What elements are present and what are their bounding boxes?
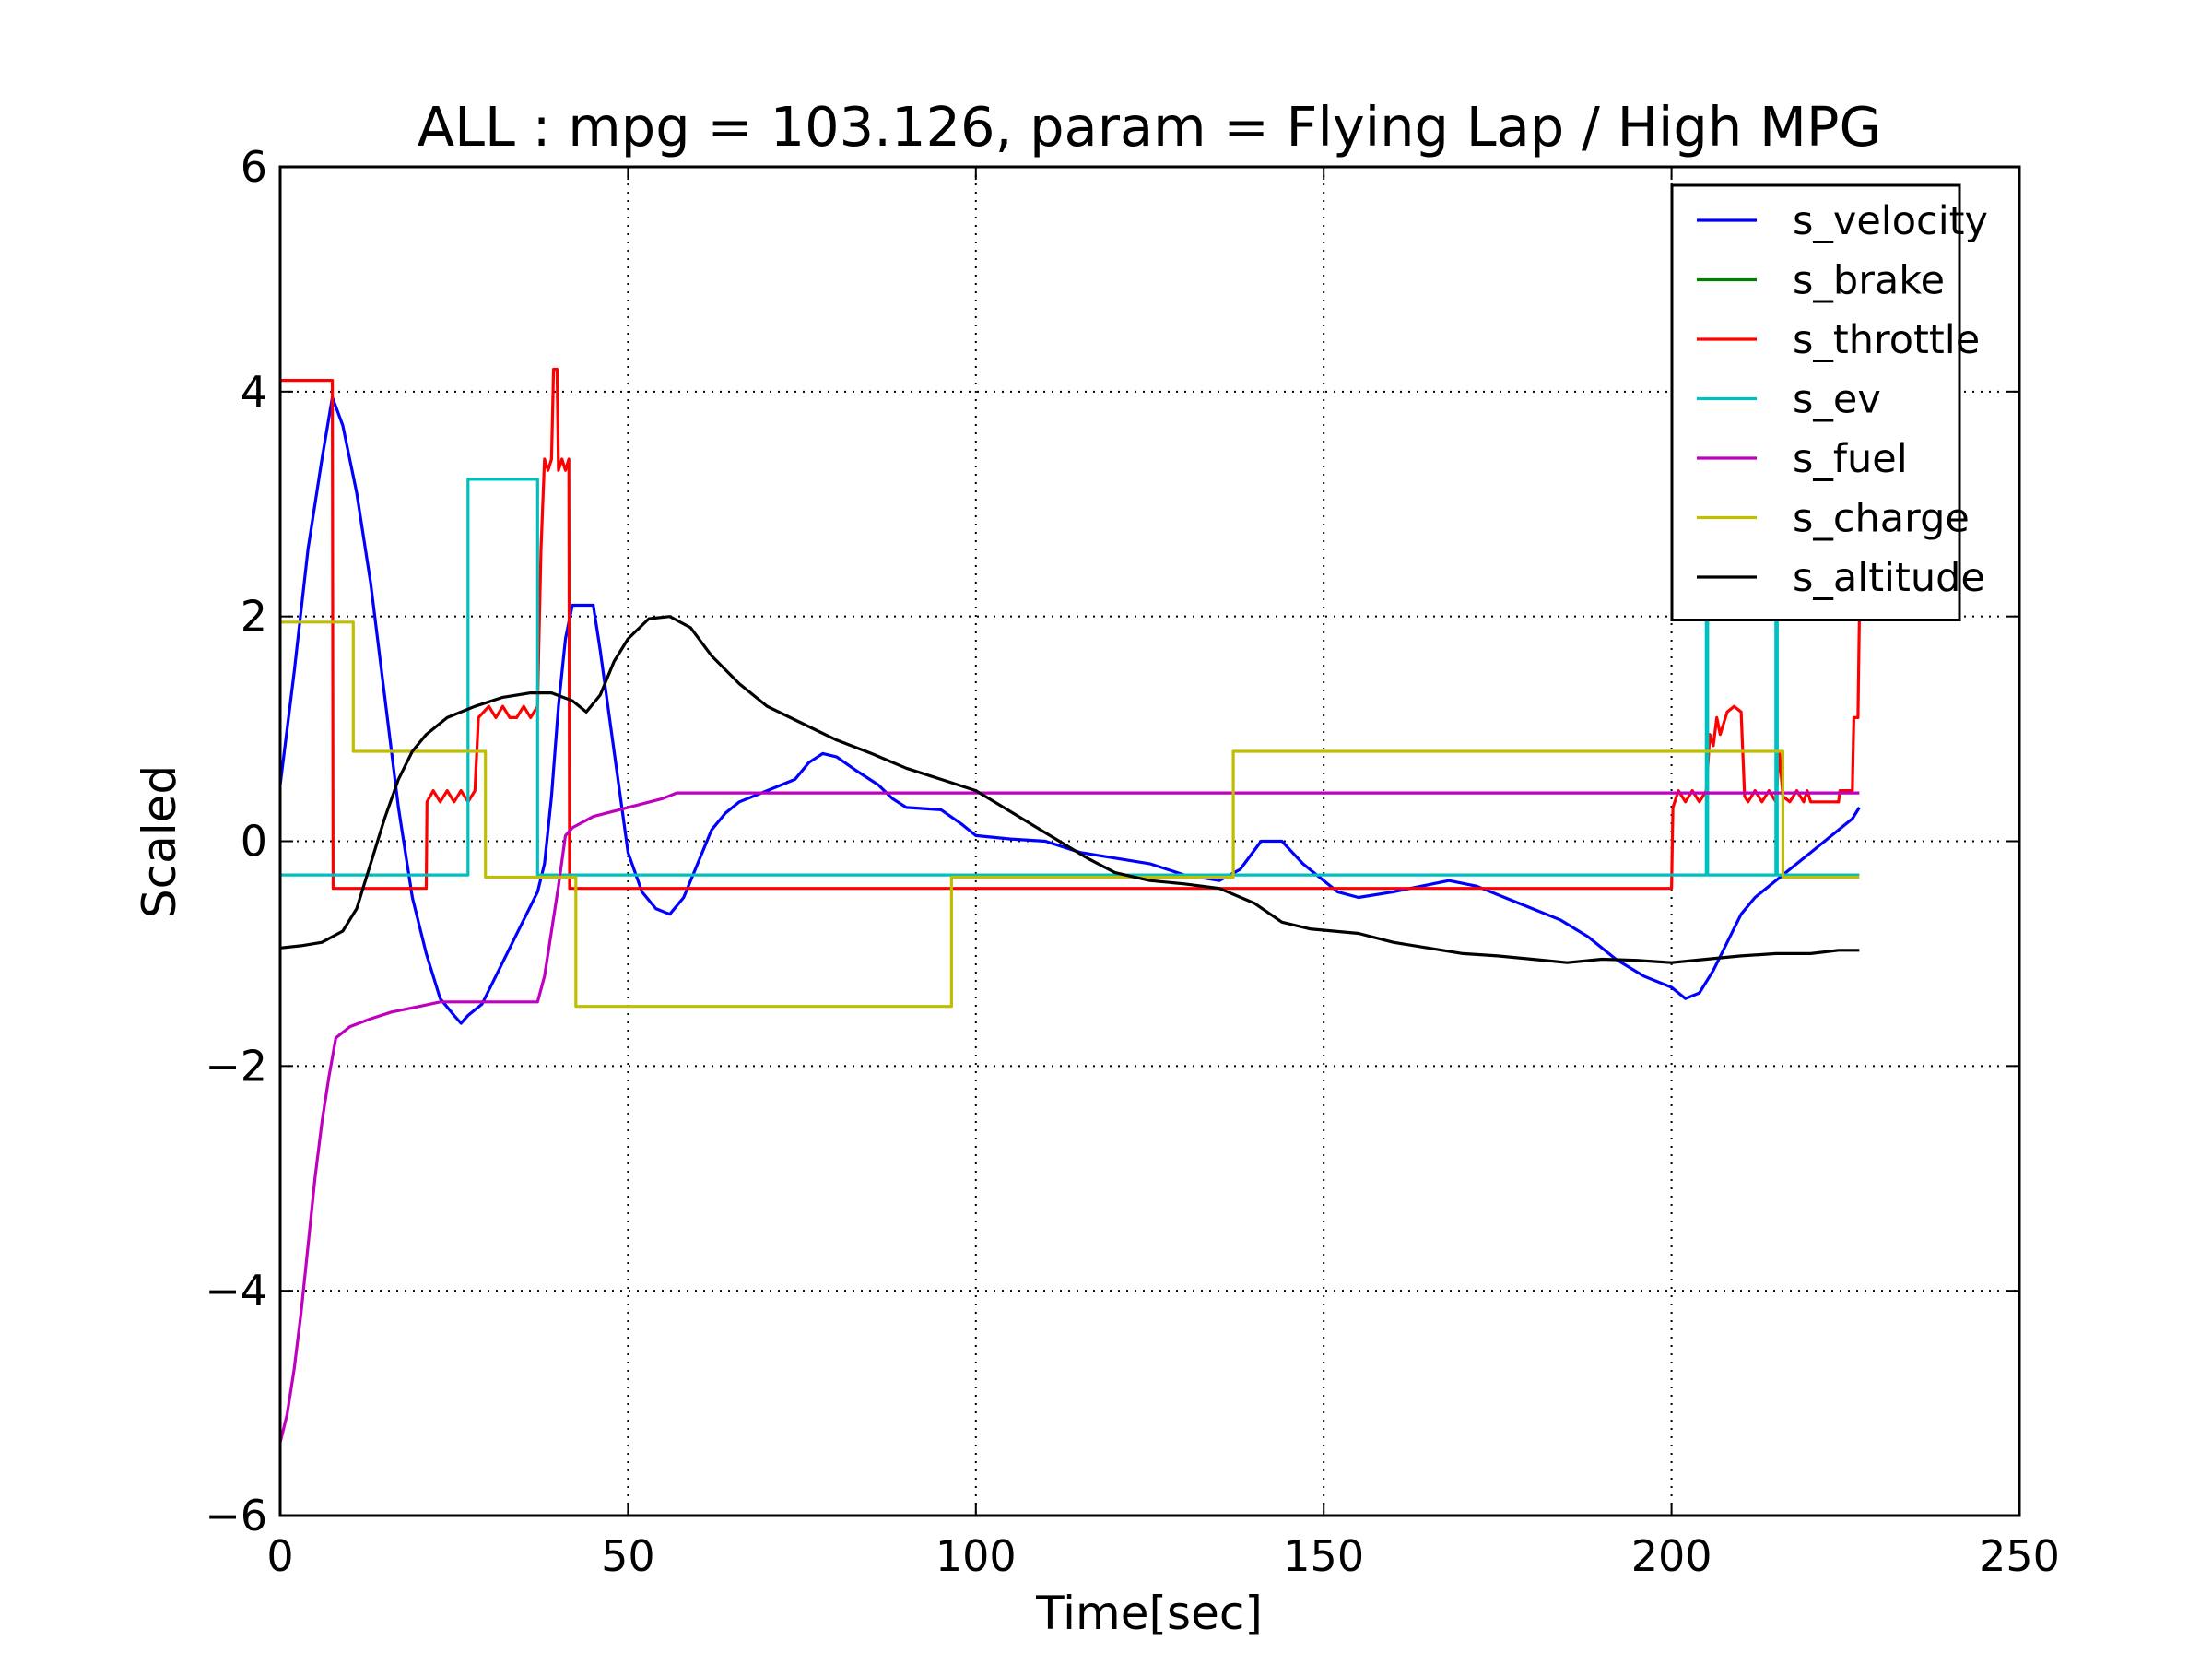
y-tick-label: 6 <box>241 142 267 192</box>
y-tick-label: 4 <box>241 367 267 417</box>
y-axis-label: Scaled <box>133 765 186 918</box>
legend-label: s_ev <box>1793 377 1881 423</box>
x-tick-label: 100 <box>935 1531 1017 1581</box>
legend-label: s_velocity <box>1793 198 1988 244</box>
series-line-s-fuel <box>278 791 1860 1444</box>
series-line-s-charge <box>280 620 1860 1009</box>
legend: s_velocity s_brake s_throttle s_ev s_fuel s_c… <box>1670 183 1988 621</box>
legend-label: s_charge <box>1793 496 1970 542</box>
y-tick-label: −6 <box>205 1491 267 1540</box>
legend-label: s_altitude <box>1793 555 1985 601</box>
x-tick-label: 50 <box>601 1531 655 1581</box>
legend-label: s_throttle <box>1793 317 1980 363</box>
series-line-s-velocity <box>278 395 1861 1025</box>
legend-label: s_brake <box>1793 258 1945 304</box>
x-tick-label: 150 <box>1283 1531 1364 1581</box>
x-tick-label: 250 <box>1979 1531 2060 1581</box>
y-tick-label: −2 <box>205 1041 267 1091</box>
legend-label: s_fuel <box>1793 436 1908 482</box>
chart-title: ALL : mpg = 103.126, param = Flying Lap … <box>418 95 1881 159</box>
x-tick-label: 200 <box>1631 1531 1712 1581</box>
y-tick-label: 0 <box>241 817 267 867</box>
x-axis-label: Time[sec] <box>1035 1587 1263 1640</box>
x-tick-label: 0 <box>266 1531 293 1581</box>
y-tick-label: 2 <box>241 592 267 642</box>
series-line-s-altitude <box>279 615 1860 964</box>
legend-box <box>1670 183 1961 621</box>
y-tick-label: −4 <box>205 1266 267 1316</box>
